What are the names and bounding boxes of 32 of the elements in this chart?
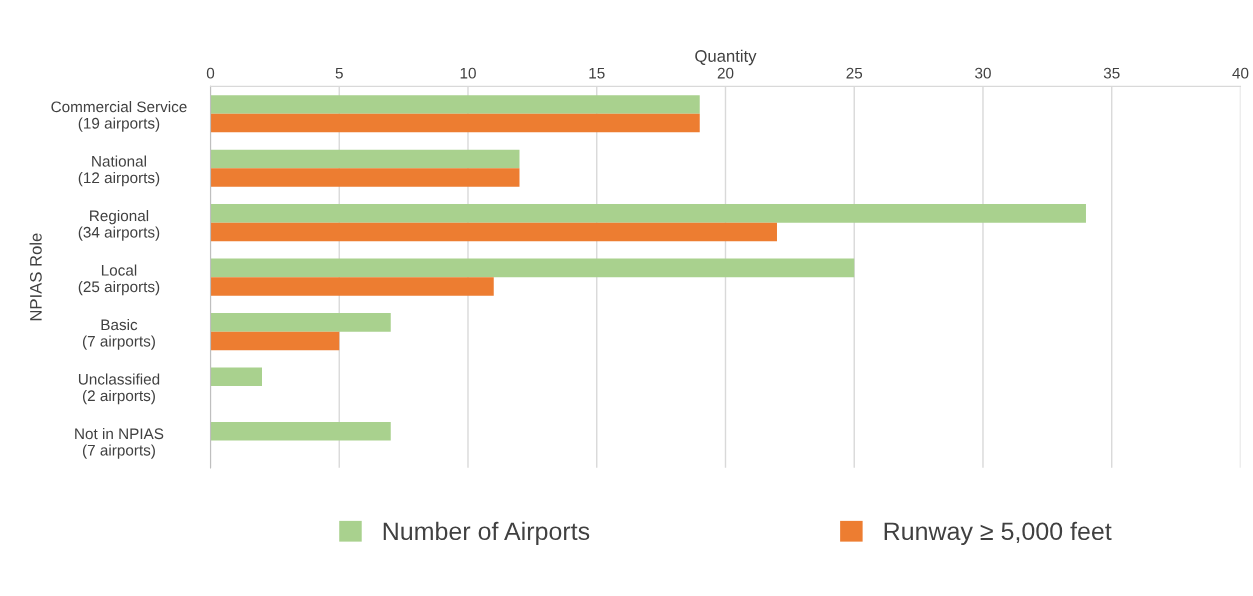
bar bbox=[210, 277, 494, 296]
x-tick-label: 40 bbox=[1232, 67, 1249, 79]
bar bbox=[210, 222, 777, 242]
bar bbox=[210, 204, 1086, 223]
y-tick-label: National (12 airports) bbox=[78, 155, 160, 187]
x-tick-label: 35 bbox=[1103, 67, 1120, 79]
x-tick-label: 30 bbox=[975, 67, 991, 79]
legend-label: Runway ≥ 5,000 feet bbox=[884, 521, 1112, 546]
x-tick-label: 15 bbox=[589, 67, 605, 79]
x-tick-label: 0 bbox=[206, 67, 215, 79]
bar bbox=[210, 258, 855, 278]
y-tick-label: Regional (34 airports) bbox=[78, 209, 160, 241]
x-tick-label: 25 bbox=[846, 67, 863, 79]
legend-label: Number of Airports bbox=[383, 521, 590, 546]
bar bbox=[210, 149, 520, 169]
x-tick-label: 10 bbox=[460, 67, 476, 79]
bar bbox=[210, 331, 340, 351]
bar bbox=[210, 422, 391, 441]
x-tick-label: 20 bbox=[717, 67, 734, 79]
y-axis-title: NPIAS Role bbox=[29, 233, 42, 321]
bar bbox=[210, 367, 262, 387]
x-tick-label: 5 bbox=[335, 67, 343, 79]
bar bbox=[210, 95, 700, 114]
y-tick-label: Commercial Service (19 airports) bbox=[51, 101, 187, 132]
y-tick-label: Local (25 airports) bbox=[78, 264, 160, 296]
x-axis-title: Quantity bbox=[695, 49, 757, 66]
y-tick-label: Not in NPIAS (7 airports) bbox=[75, 427, 164, 459]
y-tick-label: Unclassified (2 airports) bbox=[78, 373, 160, 405]
bar bbox=[210, 168, 520, 187]
bar bbox=[210, 313, 391, 332]
bar bbox=[210, 113, 700, 133]
y-tick-label: Basic (7 airports) bbox=[82, 318, 155, 350]
